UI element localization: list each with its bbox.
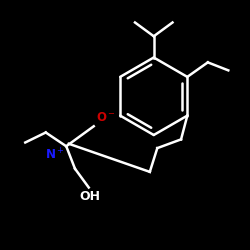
Text: O$^-$: O$^-$: [96, 111, 116, 124]
Text: N$^+$: N$^+$: [46, 148, 65, 163]
Text: OH: OH: [80, 190, 100, 203]
